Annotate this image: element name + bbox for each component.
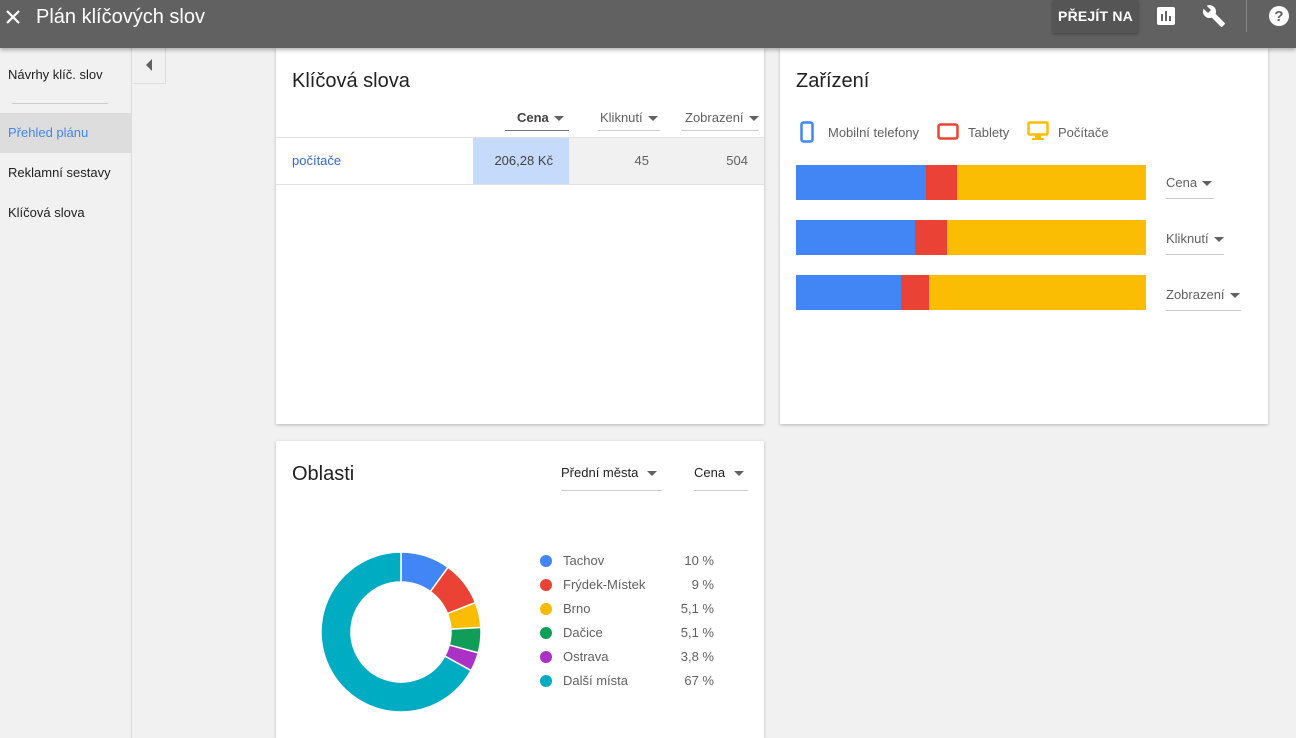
metric-dropdown-cena[interactable]: Cena	[1166, 175, 1214, 199]
legend-dot	[540, 651, 552, 663]
sidebar: Návrhy klíč. slov Přehled plánu Reklamní…	[0, 48, 132, 738]
column-underline	[598, 130, 660, 131]
column-header-kliknuti[interactable]: Kliknutí	[600, 110, 658, 125]
bar-segment	[929, 275, 1146, 310]
caret-down-icon	[1202, 181, 1213, 187]
page-title: Plán klíčových slov	[36, 6, 205, 28]
sidebar-divider	[12, 103, 108, 104]
cell-zobrazeni: 504	[726, 153, 748, 168]
caret-down-icon	[1229, 293, 1240, 299]
bar-segment	[796, 220, 915, 255]
caret-down-icon	[647, 471, 658, 477]
region-metric-dropdown[interactable]: Cena	[694, 465, 748, 491]
goto-button[interactable]: PŘEJÍT NA	[1053, 0, 1138, 33]
sidebar-item-plan-overview[interactable]: Přehled plánu	[0, 113, 132, 153]
donut-slice	[321, 552, 473, 712]
tablet-icon	[937, 123, 959, 140]
row-background	[569, 138, 764, 184]
wrench-icon[interactable]	[1202, 4, 1226, 28]
keywords-card-title: Klíčová slova	[292, 70, 410, 92]
legend-dot	[540, 627, 552, 639]
sidebar-item-ad-groups[interactable]: Reklamní sestavy	[8, 165, 111, 180]
bar-segment	[915, 220, 947, 255]
keywords-card: Klíčová slova Cena Kliknutí Zobrazení po…	[276, 48, 764, 424]
caret-down-icon	[1213, 237, 1224, 243]
sidebar-item-keywords[interactable]: Klíčová slova	[8, 205, 85, 220]
metric-dropdown-zobrazeni[interactable]: Zobrazení	[1166, 287, 1241, 311]
metric-dropdown-kliknuti[interactable]: Kliknutí	[1166, 231, 1224, 255]
bar-segment	[946, 220, 1146, 255]
desktop-icon	[1027, 121, 1049, 140]
column-header-cena[interactable]: Cena	[517, 110, 564, 125]
bar-segment	[957, 165, 1146, 200]
bar-segment	[901, 275, 929, 310]
cell-kliknuti: 45	[634, 153, 649, 168]
caret-down-icon	[553, 116, 564, 122]
cell-cena: 206,28 Kč	[473, 138, 569, 184]
column-header-zobrazeni[interactable]: Zobrazení	[685, 110, 759, 125]
legend-dot	[540, 603, 552, 615]
devices-card: Zařízení Mobilní telefony Tablety Počíta…	[780, 48, 1268, 424]
bar-segment	[925, 165, 957, 200]
caret-down-icon	[748, 116, 759, 122]
device-bar-3	[796, 275, 1146, 310]
svg-text:?: ?	[1274, 8, 1283, 25]
mobile-phone-icon	[800, 121, 814, 143]
bar-segment	[796, 275, 901, 310]
help-icon[interactable]: ?	[1267, 4, 1291, 28]
legend-dot	[540, 555, 552, 567]
region-donut-chart	[321, 552, 481, 712]
column-underline	[681, 130, 759, 131]
device-bar-2	[796, 220, 1146, 255]
keyword-link[interactable]: počítače	[292, 153, 342, 168]
close-icon[interactable]	[4, 4, 22, 28]
sidebar-item-keyword-ideas[interactable]: Návrhy klíč. slov	[8, 67, 103, 82]
region-group-dropdown[interactable]: Přední města	[561, 465, 662, 491]
bar-segment	[796, 165, 926, 200]
legend-dot	[540, 579, 552, 591]
collapse-sidebar-button[interactable]	[133, 48, 166, 84]
devices-card-title: Zařízení	[796, 70, 870, 92]
top-bar: Plán klíčových slov PŘEJÍT NA ?	[0, 0, 1296, 48]
table-row[interactable]: počítače 206,28 Kč 45 504	[276, 137, 764, 185]
regions-card-title: Oblasti	[292, 463, 355, 485]
regions-card: Oblasti Přední města Cena Tachov 10 % Frý…	[276, 441, 764, 738]
legend-dot	[540, 675, 552, 687]
chevron-left-icon	[146, 59, 152, 71]
device-bar-1	[796, 165, 1146, 200]
bar-chart-icon[interactable]	[1154, 4, 1178, 28]
toolbar-divider	[1246, 0, 1247, 32]
caret-down-icon	[734, 471, 745, 477]
caret-down-icon	[647, 116, 658, 122]
column-underline	[505, 130, 569, 131]
